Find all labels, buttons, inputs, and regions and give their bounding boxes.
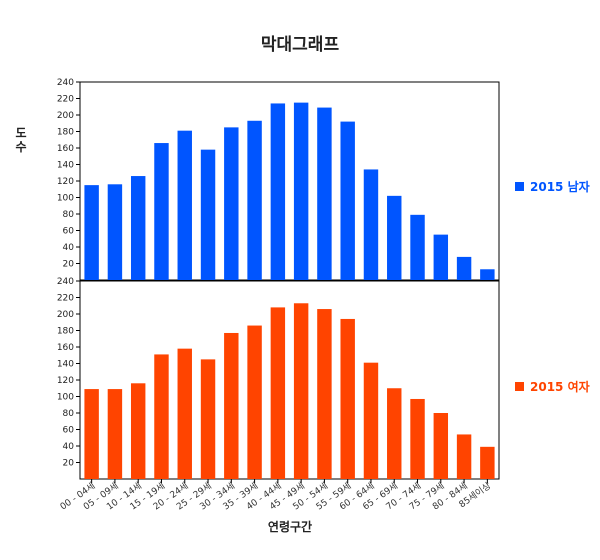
legend-item-female: 2015 여자 bbox=[515, 378, 590, 395]
y-tick-label-male: 160 bbox=[57, 144, 74, 154]
y-tick-label-male: 200 bbox=[57, 111, 74, 121]
bar-female bbox=[154, 354, 169, 479]
bar-male bbox=[224, 127, 239, 280]
bar-female bbox=[456, 434, 472, 479]
bar-male bbox=[247, 120, 262, 281]
y-tick-label-male: 220 bbox=[57, 95, 74, 105]
y-tick-label-male: 240 bbox=[57, 78, 74, 88]
y-tick-label-male: 140 bbox=[57, 161, 74, 171]
bar-female bbox=[247, 325, 262, 479]
bar-male bbox=[433, 234, 449, 280]
bar-male bbox=[130, 176, 146, 280]
legend-label-female: 2015 여자 bbox=[530, 380, 590, 394]
legend-swatch-female bbox=[515, 382, 524, 391]
bar-female bbox=[433, 413, 449, 479]
y-tick-label-male: 120 bbox=[57, 177, 74, 187]
bar-male bbox=[340, 121, 355, 280]
bar-male bbox=[456, 256, 472, 280]
y-tick-label-female: 60 bbox=[63, 426, 75, 436]
legend-swatch-male bbox=[515, 182, 524, 191]
y-tick-label-female: 180 bbox=[57, 327, 74, 337]
bar-female bbox=[270, 307, 286, 479]
y-tick-label-female: 200 bbox=[57, 310, 74, 320]
bar-male bbox=[317, 107, 332, 280]
y-tick-label-female: 140 bbox=[57, 360, 74, 370]
y-tick-label-male: 60 bbox=[63, 227, 75, 237]
legend-item-male: 2015 남자 bbox=[515, 178, 590, 195]
y-tick-label-male: 180 bbox=[57, 128, 74, 138]
bar-male bbox=[363, 169, 379, 280]
y-tick-label-female: 40 bbox=[63, 442, 75, 452]
bar-female bbox=[224, 332, 239, 479]
chart-title: 막대그래프 bbox=[260, 35, 340, 55]
y-tick-label-male: 20 bbox=[63, 260, 75, 270]
bar-female bbox=[130, 383, 146, 479]
bar-female bbox=[293, 303, 309, 479]
y-tick-label-male: 40 bbox=[63, 243, 75, 253]
y-tick-label-female: 120 bbox=[57, 376, 74, 386]
y-tick-label-male: 100 bbox=[57, 194, 74, 204]
bar-male bbox=[270, 103, 286, 280]
bar-female bbox=[177, 348, 192, 479]
bar-female bbox=[480, 446, 495, 479]
bar-male bbox=[480, 269, 495, 280]
bar-male bbox=[84, 185, 99, 280]
y-tick-label-female: 160 bbox=[57, 343, 74, 353]
bar-female bbox=[410, 398, 425, 479]
bar-male bbox=[387, 195, 402, 280]
y-tick-label-male: 80 bbox=[63, 210, 75, 220]
bar-male bbox=[154, 143, 169, 280]
y-tick-label-female: 100 bbox=[57, 393, 74, 403]
bar-female bbox=[387, 388, 402, 479]
bar-female bbox=[84, 389, 99, 479]
bar-female bbox=[317, 309, 332, 479]
y-axis-label: 도 수 bbox=[15, 126, 27, 154]
bar-female bbox=[363, 362, 379, 479]
y-tick-label-female: 240 bbox=[57, 277, 74, 287]
bar-male bbox=[177, 130, 192, 280]
y-tick-label-female: 220 bbox=[57, 294, 74, 304]
bar-male bbox=[410, 214, 425, 280]
bar-male bbox=[293, 102, 309, 280]
bar-female bbox=[200, 359, 216, 479]
legend-label-male: 2015 남자 bbox=[530, 180, 590, 194]
x-axis-label: 연령구간 bbox=[267, 520, 313, 534]
bar-male bbox=[200, 149, 216, 280]
bar-female bbox=[340, 318, 355, 479]
y-tick-label-female: 80 bbox=[63, 409, 75, 419]
bar-male bbox=[107, 184, 123, 280]
y-tick-label-female: 20 bbox=[63, 459, 75, 469]
bar-female bbox=[107, 389, 123, 479]
